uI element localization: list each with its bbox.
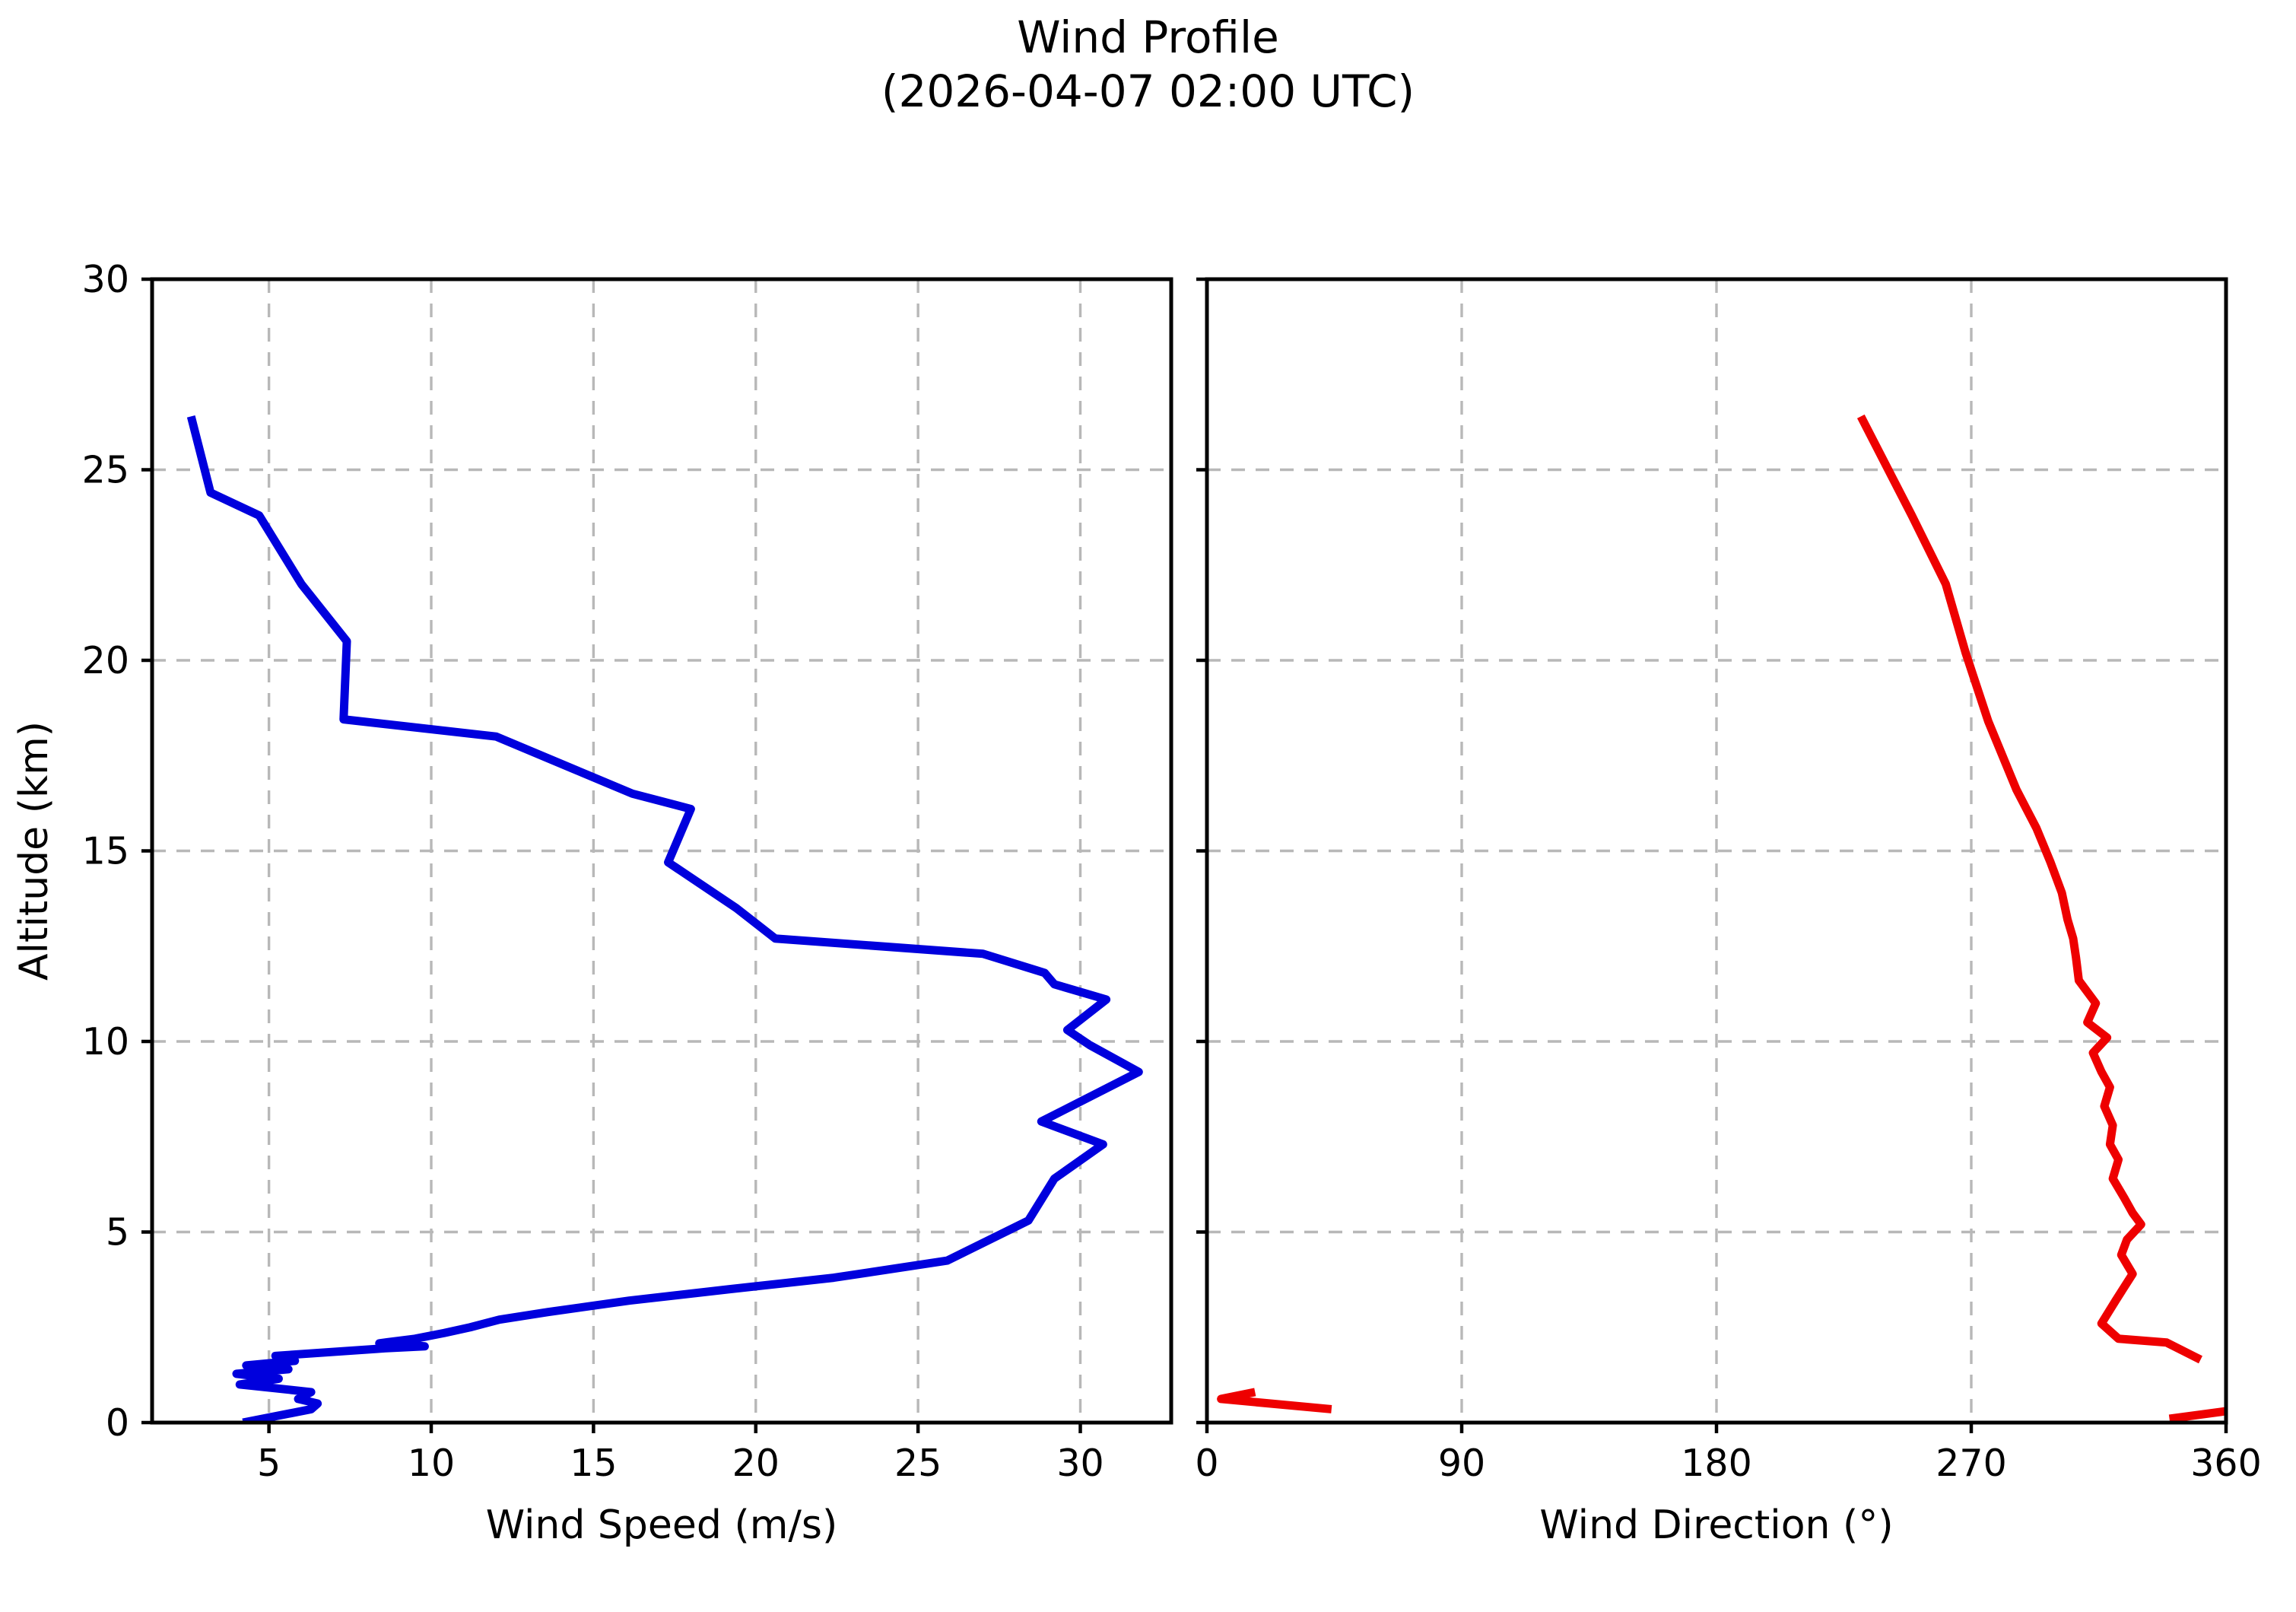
wind-speed-panel: 5 10 15 20 25 30 0 5 10 15 20 25 30 Wind Speed (m/s) A… [11, 258, 1173, 1548]
x-axis-title-right: Wind Direction (°) [1539, 1502, 1893, 1548]
figure-title: Wind Profile (2026-04-07 02:00 UTC) [0, 11, 2296, 119]
y-tick-label: 30 [82, 258, 129, 301]
y-tick-label: 15 [82, 830, 129, 873]
x-tick-label: 30 [1056, 1442, 1104, 1485]
data-line-right-1 [1217, 1388, 1332, 1413]
x-tick-label: 90 [1438, 1442, 1485, 1485]
title-line-main: Wind Profile [1017, 11, 1279, 63]
series-group [186, 415, 1143, 1423]
y-tick-label: 0 [106, 1401, 129, 1445]
y-tick-label: 5 [106, 1211, 129, 1254]
x-axis-title-left: Wind Speed (m/s) [486, 1502, 838, 1548]
data-line-right-2 [2168, 1407, 2226, 1423]
y-axis-title: Altitude (km) [11, 721, 57, 981]
x-tick-label: 180 [1681, 1442, 1752, 1485]
series-group [1217, 414, 2226, 1423]
y-tick-label: 10 [82, 1020, 129, 1064]
title-line-timestamp: (2026-04-07 02:00 UTC) [881, 65, 1415, 117]
x-tick-label: 270 [1936, 1442, 2007, 1485]
wind-direction-panel: 0 90 180 270 360 Wind Direction (°) [1195, 277, 2262, 1548]
x-tick-label: 0 [1195, 1442, 1218, 1485]
x-tick-label: 15 [570, 1442, 617, 1485]
x-tick-label: 360 [2190, 1442, 2262, 1485]
x-tick-label: 10 [408, 1442, 455, 1485]
y-tick-label: 20 [82, 639, 129, 682]
x-tick-label: 25 [894, 1442, 942, 1485]
data-line-right-3 [1856, 414, 2202, 1364]
x-tick-label: 20 [732, 1442, 780, 1485]
x-tick-label: 5 [257, 1442, 281, 1485]
y-tick-label: 25 [82, 449, 129, 492]
data-line-left [186, 415, 1143, 1423]
